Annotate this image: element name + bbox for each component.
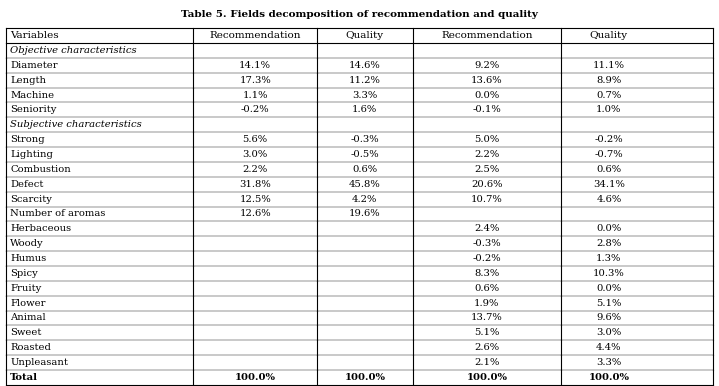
Text: 4.6%: 4.6% <box>596 195 621 203</box>
Text: Length: Length <box>10 76 46 85</box>
Text: 20.6%: 20.6% <box>471 180 503 189</box>
Text: 11.2%: 11.2% <box>349 76 381 85</box>
Text: Roasted: Roasted <box>10 343 51 352</box>
Text: 5.1%: 5.1% <box>474 328 500 337</box>
Text: 5.0%: 5.0% <box>475 135 500 144</box>
Text: 19.6%: 19.6% <box>349 210 380 218</box>
Text: 9.2%: 9.2% <box>475 61 500 70</box>
Text: 3.0%: 3.0% <box>596 328 621 337</box>
Text: 34.1%: 34.1% <box>593 180 625 189</box>
Text: Humus: Humus <box>10 254 46 263</box>
Text: 10.3%: 10.3% <box>593 269 625 278</box>
Text: -0.3%: -0.3% <box>472 239 501 248</box>
Text: 13.6%: 13.6% <box>471 76 503 85</box>
Text: Herbaceous: Herbaceous <box>10 224 71 233</box>
Text: -0.2%: -0.2% <box>472 254 501 263</box>
Text: Strong: Strong <box>10 135 45 144</box>
Text: 0.0%: 0.0% <box>596 284 621 293</box>
Text: 4.4%: 4.4% <box>596 343 622 352</box>
Text: 0.0%: 0.0% <box>596 224 621 233</box>
Text: 4.2%: 4.2% <box>352 195 377 203</box>
Text: 0.6%: 0.6% <box>596 165 621 174</box>
Text: Flower: Flower <box>10 299 45 308</box>
Text: 13.7%: 13.7% <box>471 313 503 322</box>
Text: 0.7%: 0.7% <box>596 91 621 100</box>
Text: Combustion: Combustion <box>10 165 70 174</box>
Text: 31.8%: 31.8% <box>239 180 271 189</box>
Text: Recommendation: Recommendation <box>209 31 301 40</box>
Text: 2.6%: 2.6% <box>475 343 500 352</box>
Text: Quality: Quality <box>346 31 384 40</box>
Text: 100.0%: 100.0% <box>467 373 508 382</box>
Text: -0.3%: -0.3% <box>350 135 379 144</box>
Text: 14.1%: 14.1% <box>239 61 271 70</box>
Text: 3.0%: 3.0% <box>242 150 267 159</box>
Text: Defect: Defect <box>10 180 43 189</box>
Text: -0.2%: -0.2% <box>595 135 623 144</box>
Text: Machine: Machine <box>10 91 54 100</box>
Text: 11.1%: 11.1% <box>593 61 625 70</box>
Text: 1.0%: 1.0% <box>596 105 622 114</box>
Text: Quality: Quality <box>590 31 628 40</box>
Text: 8.9%: 8.9% <box>596 76 621 85</box>
Text: 12.5%: 12.5% <box>239 195 271 203</box>
Text: 100.0%: 100.0% <box>234 373 275 382</box>
Text: Number of aromas: Number of aromas <box>10 210 106 218</box>
Text: Spicy: Spicy <box>10 269 38 278</box>
Text: 3.3%: 3.3% <box>596 358 621 367</box>
Text: Scarcity: Scarcity <box>10 195 52 203</box>
Text: 2.5%: 2.5% <box>475 165 500 174</box>
Text: 8.3%: 8.3% <box>475 269 500 278</box>
Text: Variables: Variables <box>10 31 59 40</box>
Text: 2.1%: 2.1% <box>474 358 500 367</box>
Text: Unpleasant: Unpleasant <box>10 358 68 367</box>
Text: 5.1%: 5.1% <box>596 299 622 308</box>
Text: Total: Total <box>10 373 38 382</box>
Text: 0.6%: 0.6% <box>475 284 500 293</box>
Text: -0.2%: -0.2% <box>241 105 270 114</box>
Text: 9.6%: 9.6% <box>596 313 621 322</box>
Text: 1.3%: 1.3% <box>596 254 622 263</box>
Text: Seniority: Seniority <box>10 105 56 114</box>
Text: 14.6%: 14.6% <box>349 61 380 70</box>
Text: 1.9%: 1.9% <box>474 299 500 308</box>
Text: 12.6%: 12.6% <box>239 210 271 218</box>
Text: Table 5. Fields decomposition of recommendation and quality: Table 5. Fields decomposition of recomme… <box>181 10 538 19</box>
Text: -0.7%: -0.7% <box>595 150 623 159</box>
Text: 5.6%: 5.6% <box>242 135 267 144</box>
Text: 1.6%: 1.6% <box>352 105 377 114</box>
Text: 3.3%: 3.3% <box>352 91 377 100</box>
Text: Animal: Animal <box>10 313 46 322</box>
Text: Fruity: Fruity <box>10 284 41 293</box>
Text: 100.0%: 100.0% <box>588 373 629 382</box>
Text: Diameter: Diameter <box>10 61 58 70</box>
Text: 1.1%: 1.1% <box>242 91 268 100</box>
Text: 45.8%: 45.8% <box>349 180 380 189</box>
Text: 100.0%: 100.0% <box>344 373 385 382</box>
Text: 17.3%: 17.3% <box>239 76 271 85</box>
Text: -0.1%: -0.1% <box>472 105 501 114</box>
Text: Sweet: Sweet <box>10 328 42 337</box>
Text: 10.7%: 10.7% <box>471 195 503 203</box>
Text: Subjective characteristics: Subjective characteristics <box>10 120 142 129</box>
Text: Objective characteristics: Objective characteristics <box>10 46 137 55</box>
Text: Recommendation: Recommendation <box>441 31 533 40</box>
Text: 0.0%: 0.0% <box>475 91 500 100</box>
Text: Woody: Woody <box>10 239 44 248</box>
Text: 2.2%: 2.2% <box>475 150 500 159</box>
Text: 0.6%: 0.6% <box>352 165 377 174</box>
Text: 2.2%: 2.2% <box>242 165 267 174</box>
Text: 2.4%: 2.4% <box>474 224 500 233</box>
Text: 2.8%: 2.8% <box>596 239 621 248</box>
Text: Lighting: Lighting <box>10 150 53 159</box>
Text: -0.5%: -0.5% <box>350 150 379 159</box>
